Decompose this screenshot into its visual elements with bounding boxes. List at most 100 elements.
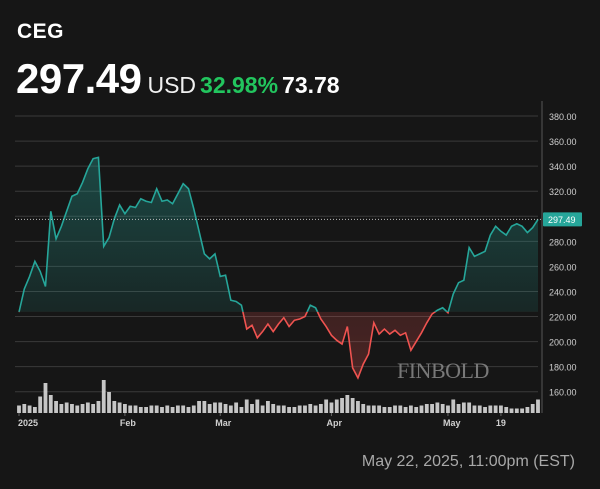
- volume-bar: [398, 405, 403, 413]
- volume-bar: [181, 405, 186, 413]
- y-tick-label: 200.00: [549, 338, 577, 348]
- volume-bar: [287, 407, 291, 413]
- volume-bar: [138, 407, 143, 413]
- volume-bar: [154, 405, 159, 413]
- volume-bar: [446, 405, 450, 413]
- y-tick-label: 260.00: [549, 262, 577, 272]
- volume-bar: [414, 407, 419, 413]
- volume-bar: [313, 405, 318, 413]
- volume-bar: [186, 407, 191, 413]
- price-line-up: [18, 156, 539, 312]
- volume-bar: [202, 401, 207, 413]
- volume-bar: [377, 405, 382, 413]
- volume-bar: [32, 407, 37, 413]
- price-row: 297.49 USD 32.98% 73.78: [16, 55, 340, 103]
- volume-bar: [525, 407, 530, 413]
- volume-bar: [329, 402, 334, 413]
- volume-bar: [80, 404, 85, 413]
- volume-bar: [408, 405, 413, 413]
- area-below-baseline: [19, 311, 449, 378]
- x-tick-label: Mar: [215, 418, 232, 428]
- volume-bar: [292, 407, 297, 413]
- last-price-tag: [543, 212, 582, 227]
- volume-bar: [509, 408, 514, 413]
- volume-bar: [107, 392, 111, 413]
- volume-bar: [149, 405, 154, 413]
- volume-bar: [334, 399, 339, 413]
- volume-bar: [191, 405, 196, 413]
- x-tick-label: May: [443, 418, 461, 428]
- currency-label: USD: [147, 72, 197, 98]
- volume-bar: [345, 395, 350, 413]
- volume-bar: [530, 404, 535, 413]
- volume-bar: [123, 404, 127, 413]
- volume-bar: [371, 405, 376, 413]
- volume-bar: [59, 404, 64, 413]
- volume-bar: [340, 398, 344, 413]
- volume-bar: [324, 399, 329, 413]
- x-axis: 2025 Feb Mar Apr May 19: [18, 413, 506, 428]
- volume-bar: [234, 402, 239, 413]
- volume-bar: [504, 407, 509, 413]
- price-line-down: [18, 311, 450, 380]
- y-tick-label: 340.00: [549, 162, 577, 172]
- volume-bar: [22, 404, 27, 413]
- price-area: [19, 157, 538, 378]
- current-price: 297.49: [16, 55, 142, 102]
- x-tick-label: Feb: [120, 418, 137, 428]
- y-tick-label: 220.00: [549, 313, 577, 323]
- volume-bar: [419, 405, 424, 413]
- volume-bar: [64, 402, 69, 413]
- volume-bar: [144, 407, 149, 413]
- volume-bar: [467, 402, 472, 413]
- y-tick-label: 180.00: [549, 363, 577, 373]
- volume-bar: [281, 405, 286, 413]
- y-tick-label: 380.00: [549, 112, 577, 122]
- volume-bar: [297, 405, 302, 413]
- volume-bar: [451, 399, 456, 413]
- y-tick-label: 360.00: [549, 137, 577, 147]
- change-absolute: 73.78: [282, 72, 340, 98]
- volume-bar: [197, 401, 201, 413]
- volume-bar: [493, 405, 498, 413]
- volume-bar: [260, 405, 265, 413]
- x-tick-label: 2025: [18, 418, 38, 428]
- volume-bar: [366, 405, 371, 413]
- volume-bar: [38, 396, 43, 413]
- volume-bar: [117, 402, 122, 413]
- volume-bar: [361, 404, 366, 413]
- x-tick-label: 19: [496, 418, 506, 428]
- y-tick-label: 320.00: [549, 187, 577, 197]
- volume-bar: [250, 404, 254, 413]
- ticker-symbol: CEG: [17, 20, 65, 43]
- area-above-baseline: [19, 157, 538, 312]
- volume-bar: [207, 404, 212, 413]
- volume-bar: [170, 407, 175, 413]
- volume-bar: [239, 407, 244, 413]
- volume-bar: [403, 407, 408, 413]
- volume-bar: [382, 407, 387, 413]
- volume-bar: [308, 404, 313, 413]
- volume-bar: [96, 401, 101, 413]
- volume-bars: [17, 380, 540, 413]
- x-tick-label: Apr: [326, 418, 342, 428]
- volume-bar: [54, 401, 58, 413]
- volume-bar: [488, 405, 493, 413]
- volume-bar: [276, 405, 281, 413]
- last-price-label: 297.49: [548, 215, 576, 225]
- volume-bar: [91, 404, 96, 413]
- volume-bar: [48, 395, 53, 413]
- volume-bar: [255, 399, 260, 413]
- volume-bar: [160, 407, 164, 413]
- volume-bar: [472, 405, 477, 413]
- volume-bar: [75, 405, 80, 413]
- volume-bar: [483, 407, 487, 413]
- y-axis: 160.00 180.00 200.00 220.00 240.00 260.00 280.…: [15, 101, 582, 413]
- volume-bar: [350, 398, 355, 413]
- y-tick-label: 280.00: [549, 237, 577, 247]
- volume-bar: [266, 401, 270, 413]
- volume-bar: [456, 404, 461, 413]
- volume-bar: [133, 405, 138, 413]
- volume-bar: [318, 404, 323, 413]
